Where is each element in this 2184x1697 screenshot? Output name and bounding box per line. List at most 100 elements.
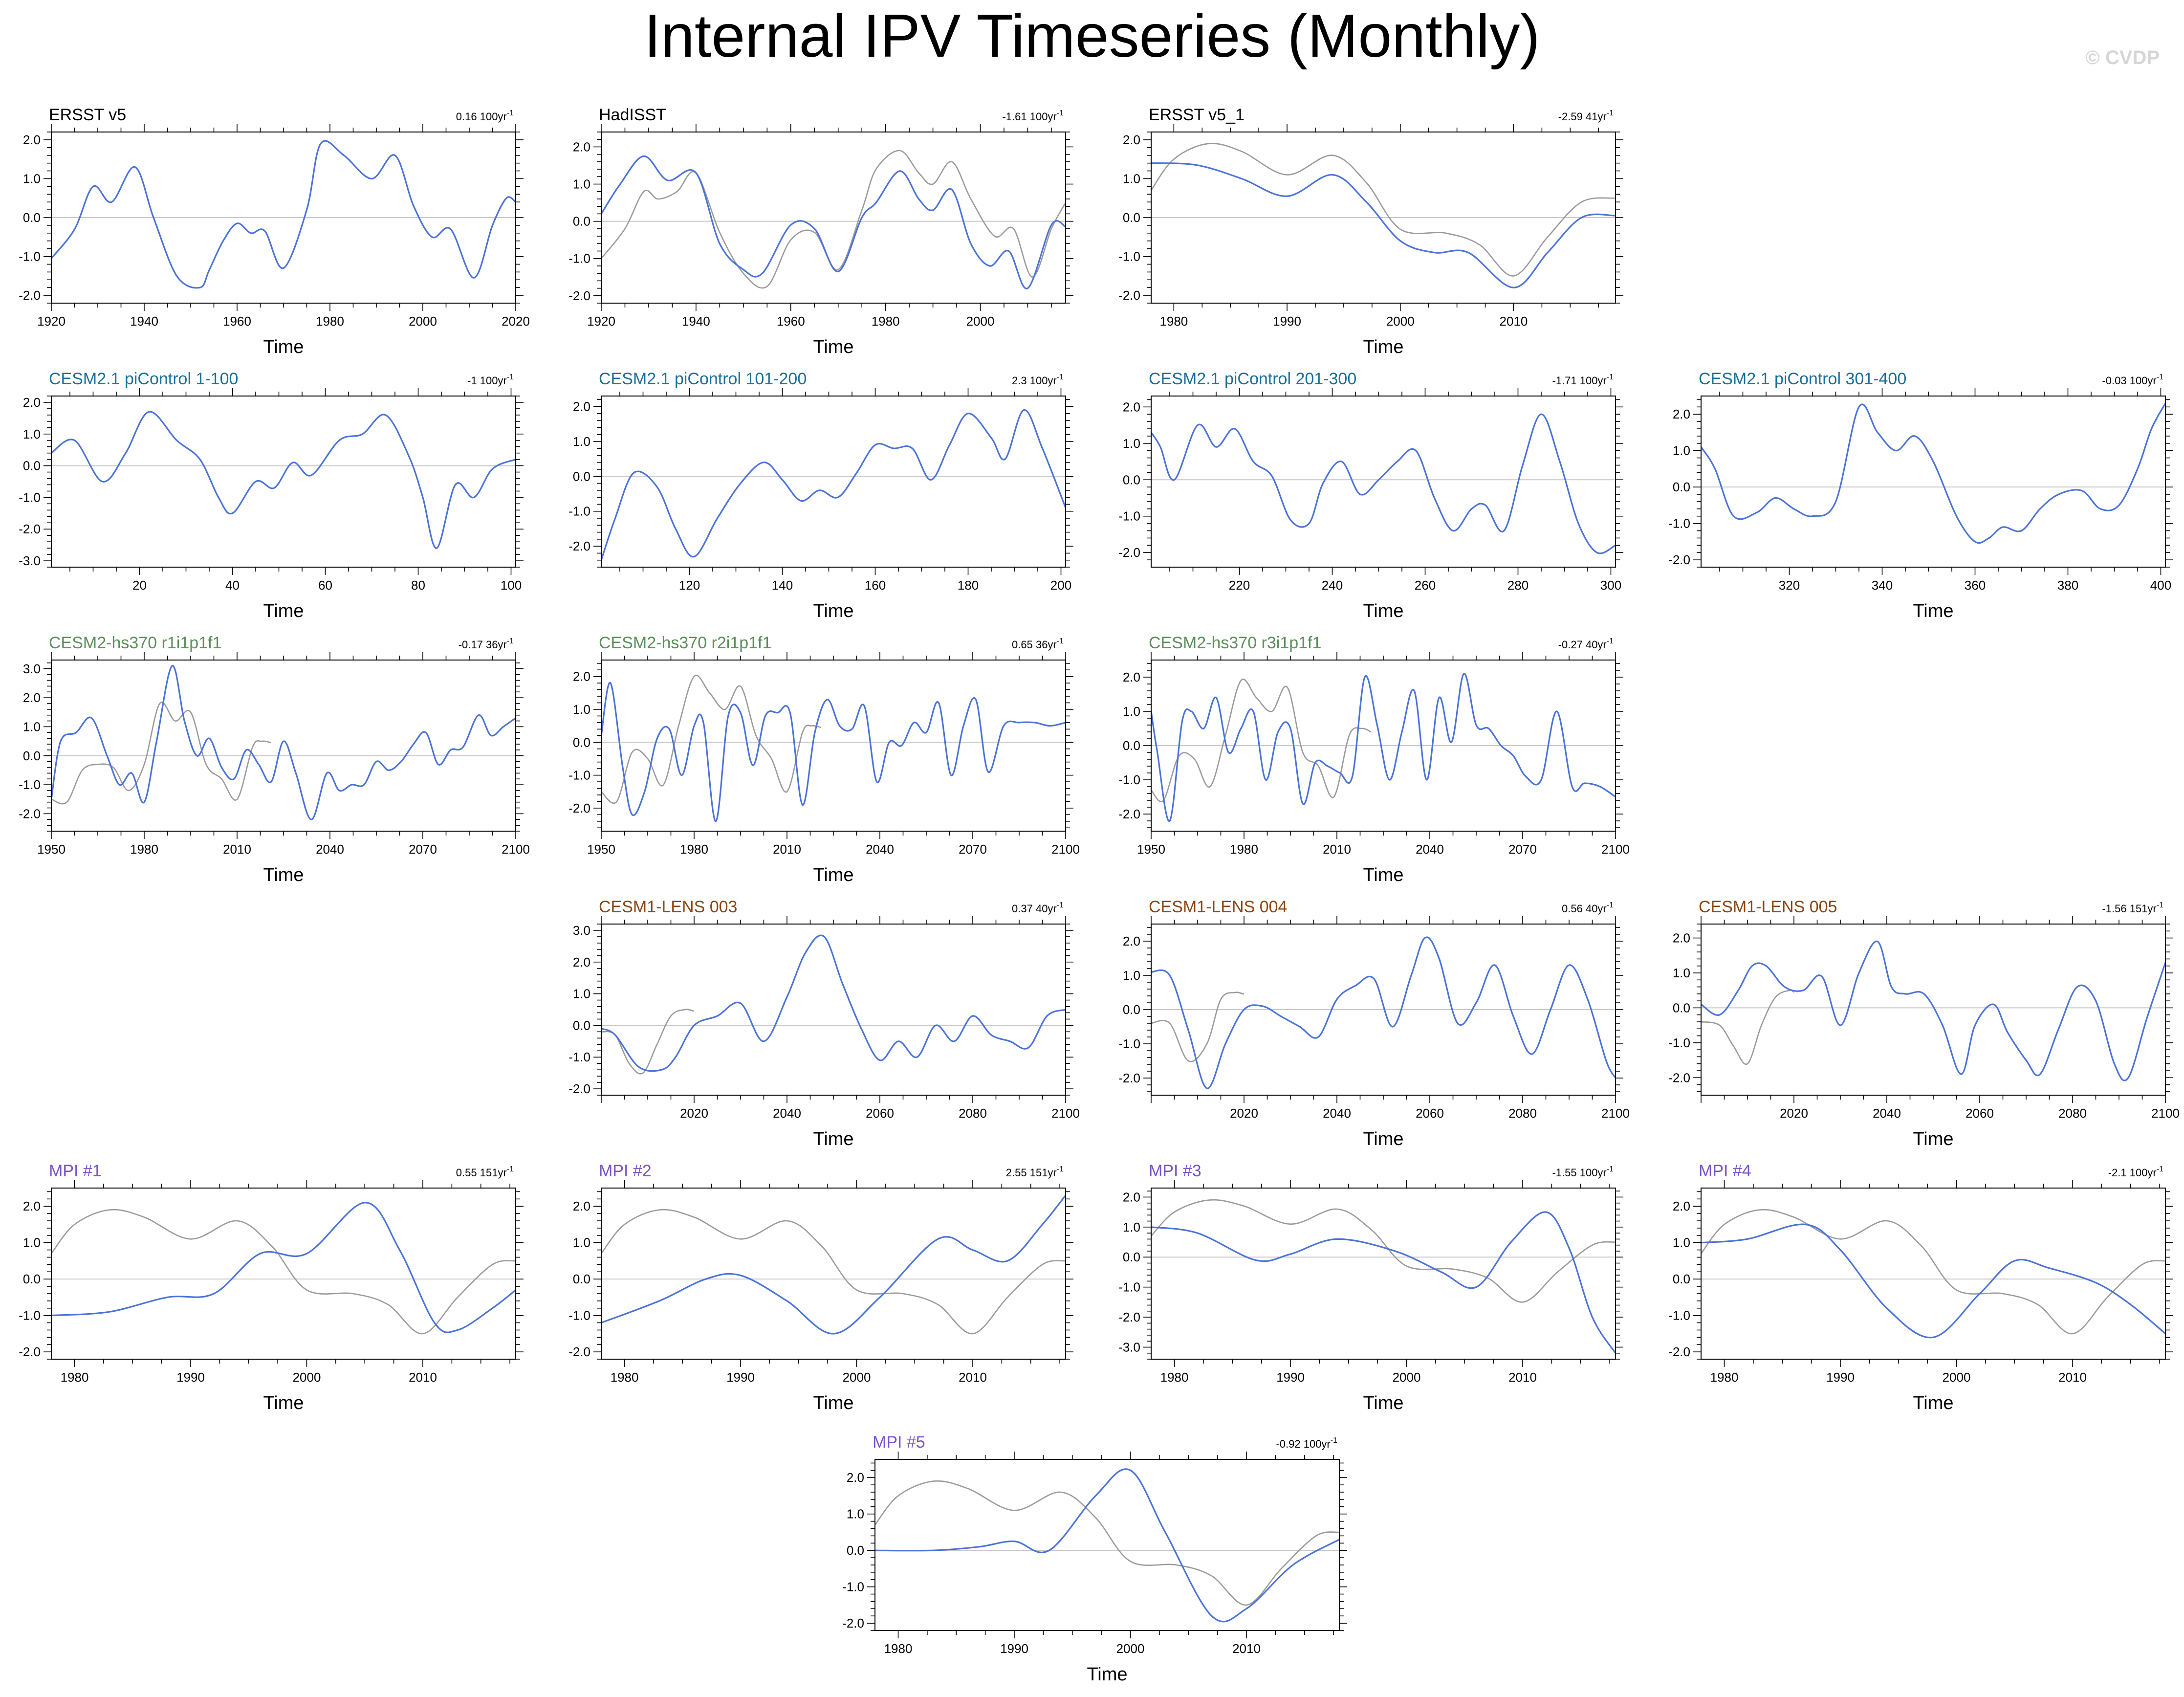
- y-tick-label: -2.0: [1668, 1344, 1690, 1359]
- y-tick-label: 1.0: [573, 987, 590, 1001]
- trend-value: -0.03 100yr: [2102, 375, 2156, 387]
- x-tick-label: 2100: [502, 842, 530, 857]
- series-line-reference: [875, 1480, 1339, 1606]
- x-tick-label: 2040: [1323, 1106, 1351, 1121]
- trend-value: -1.55 100yr: [1552, 1167, 1606, 1179]
- y-tick-label: -1.0: [842, 1580, 864, 1594]
- series-line-internal: [601, 1194, 1066, 1335]
- x-tick-label: 40: [225, 578, 240, 593]
- y-tick-label: -2.0: [19, 806, 41, 821]
- x-tick-label: 2010: [773, 842, 801, 857]
- series-line-internal: [51, 1202, 516, 1333]
- y-tick-label: 2.0: [573, 139, 590, 154]
- trend-superscript: -1: [2157, 901, 2163, 909]
- x-tick-label: 1950: [587, 842, 615, 857]
- y-tick-label: -2.0: [1668, 1070, 1690, 1085]
- chart-panel-13: 2020 2040 2060 2080 2100 -2.0 -1.0 0.0 1.0 2.0 CES…: [1668, 898, 2180, 1149]
- y-tick-label: -1.0: [19, 249, 41, 264]
- x-tick-label: 2060: [1966, 1106, 1994, 1121]
- chart-panel-12: 2020 2040 2060 2080 2100 -2.0 -1.0 0.0 1.0 2.0 CES…: [1118, 898, 1630, 1149]
- y-tick-label: 1.0: [1673, 1235, 1690, 1250]
- panel-title: CESM2-hs370 r3i1p1f1: [1149, 634, 1321, 652]
- y-tick-label: 1.0: [1123, 968, 1140, 983]
- series-line-reference: [1151, 143, 1616, 277]
- panel-title: ERSST v5_1: [1149, 106, 1245, 124]
- y-tick-label: -1.0: [1118, 772, 1140, 787]
- x-tick-label: 1980: [1710, 1370, 1739, 1385]
- series-line-internal: [1151, 162, 1616, 288]
- x-tick-label: 2000: [1393, 1370, 1421, 1385]
- plot-frame: [1151, 396, 1616, 568]
- y-tick-label: -3.0: [1118, 1340, 1140, 1354]
- chart-panel-6: 220 240 260 280 300 -2.0 -1.0 0.0 1.0 2.0 CESM2.1 …: [1118, 370, 1623, 621]
- y-tick-label: 2.0: [23, 690, 41, 705]
- x-tick-label: 1990: [1273, 314, 1301, 329]
- y-tick-label: 2.0: [1123, 399, 1140, 414]
- y-tick-label: 0.0: [1673, 1000, 1690, 1015]
- panel-trend: -0.27 40yr-1: [1558, 637, 1614, 651]
- panel-title: CESM2-hs370 r2i1p1f1: [599, 634, 771, 652]
- series-line-internal: [1701, 403, 2165, 544]
- chart-panel-7: 320 340 360 380 400 -2.0 -1.0 0.0 1.0 2.0 CESM2.1 …: [1668, 370, 2173, 621]
- chart-panel-11: 2020 2040 2060 2080 2100 -2.0 -1.0 0.0 1.0 2.0 3.0…: [568, 898, 1080, 1149]
- plot-frame: [1701, 924, 2166, 1096]
- y-tick-label: 0.0: [23, 459, 41, 473]
- plot-frame: [51, 1188, 516, 1360]
- chart-panel-5: 120 140 160 180 200 -2.0 -1.0 0.0 1.0 2.0 CESM2.1 …: [568, 370, 1073, 621]
- x-axis-title: Time: [1913, 601, 1953, 621]
- trend-value: -0.17 36yr: [459, 639, 507, 651]
- y-tick-label: 0.0: [23, 749, 41, 763]
- page-title: Internal IPV Timeseries (Monthly): [644, 2, 1540, 70]
- y-tick-label: 2.0: [573, 399, 590, 414]
- y-tick-label: -2.0: [19, 1344, 41, 1359]
- chart-panel-14: 1980 1990 2000 2010 -2.0 -1.0 0.0 1.0 2.0 MPI #1 0…: [19, 1162, 524, 1413]
- panel-title: CESM2.1 piControl 101-200: [599, 370, 807, 388]
- x-axis-title: Time: [1913, 1129, 1953, 1149]
- y-tick-label: -1.0: [568, 251, 590, 266]
- series-line-internal: [875, 1468, 1339, 1623]
- panel-title: MPI #5: [873, 1433, 925, 1452]
- series-line-reference: [601, 675, 822, 804]
- y-tick-label: -1.0: [568, 768, 590, 783]
- trend-value: 0.37 40yr: [1012, 903, 1057, 915]
- panel-trend: 0.37 40yr-1: [1012, 901, 1064, 915]
- series-line-reference: [1701, 990, 1794, 1065]
- y-tick-label: 0.0: [847, 1543, 864, 1558]
- x-tick-label: 2000: [966, 314, 995, 329]
- panel-trend: 0.56 40yr-1: [1562, 901, 1614, 915]
- trend-value: 0.56 40yr: [1562, 903, 1607, 915]
- plot-frame: [1701, 396, 2166, 568]
- y-tick-label: 0.0: [1123, 1002, 1140, 1017]
- panel-title: MPI #1: [49, 1162, 102, 1180]
- y-tick-label: 1.0: [23, 171, 41, 186]
- series-line-reference: [1151, 1199, 1616, 1303]
- series-line-reference: [601, 1009, 695, 1075]
- trend-superscript: -1: [2157, 1165, 2163, 1173]
- x-tick-label: 2000: [1943, 1370, 1971, 1385]
- trend-superscript: -1: [507, 373, 514, 381]
- panel-title: MPI #4: [1699, 1162, 1751, 1180]
- y-tick-label: 1.0: [1123, 436, 1140, 451]
- series-line-internal: [51, 411, 516, 549]
- panel-title: HadISST: [599, 106, 666, 124]
- y-tick-label: 0.0: [573, 1018, 590, 1033]
- y-tick-label: 1.0: [23, 427, 41, 441]
- chart-panel-3: 1980 1990 2000 2010 -2.0 -1.0 0.0 1.0 2.0 ERSST v…: [1118, 106, 1623, 357]
- y-tick-label: -1.0: [1118, 509, 1140, 524]
- x-tick-label: 100: [501, 578, 522, 593]
- series-line-internal: [51, 665, 516, 820]
- x-tick-label: 2040: [1873, 1106, 1901, 1121]
- x-tick-label: 1980: [1159, 314, 1188, 329]
- panel-title: CESM2.1 piControl 1-100: [49, 370, 238, 388]
- x-tick-label: 1940: [682, 314, 710, 329]
- panel-trend: -2.1 100yr-1: [2108, 1165, 2163, 1179]
- panel-trend: -0.03 100yr-1: [2102, 373, 2163, 387]
- x-tick-label: 2060: [866, 1106, 894, 1121]
- y-tick-label: 2.0: [1673, 407, 1690, 421]
- x-tick-label: 2040: [866, 842, 894, 857]
- x-axis-title: Time: [813, 865, 853, 885]
- x-tick-label: 120: [679, 578, 700, 593]
- y-tick-label: 1.0: [1123, 1220, 1140, 1234]
- y-tick-label: -3.0: [19, 553, 41, 568]
- trend-value: 0.65 36yr: [1012, 639, 1057, 651]
